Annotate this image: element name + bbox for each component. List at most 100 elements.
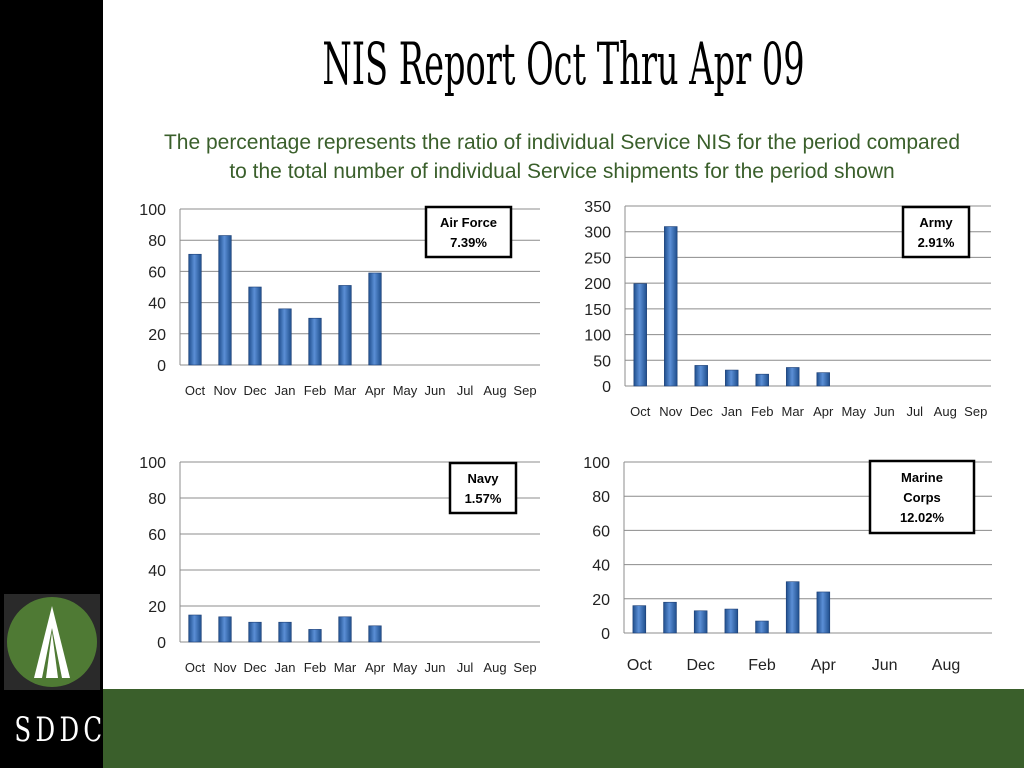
navy-chart: 0 20 40 60 80 100 Oct Nov Dec Jan Feb Mar Apr May Jun J… (139, 455, 540, 675)
bar-feb (755, 620, 769, 634)
x-tick-label: Jun (425, 660, 446, 675)
y-tick-label: 350 (584, 199, 611, 216)
x-tick-label: Jan (275, 660, 296, 675)
x-tick-label: Feb (751, 404, 773, 419)
x-tick-label: Apr (811, 657, 837, 674)
x-tick-label: Apr (813, 404, 834, 419)
y-tick-label: 0 (601, 626, 610, 643)
x-tick-label: Jun (874, 404, 895, 419)
bar-dec (694, 365, 708, 387)
y-tick-label: 60 (148, 264, 166, 281)
bar-oct (188, 253, 202, 366)
y-tick-label: 80 (148, 233, 166, 250)
x-tick-label: Jun (872, 657, 898, 674)
bar-jan (724, 608, 739, 634)
bar-dec (693, 610, 708, 634)
callout-text: Air Force (440, 215, 497, 230)
x-tick-label: May (841, 404, 866, 419)
y-tick-label: 40 (148, 296, 166, 313)
y-tick-label: 0 (157, 358, 166, 375)
bar-oct (188, 614, 202, 643)
callout-text: Corps (903, 490, 941, 505)
callout-box (868, 459, 976, 535)
x-tick-label: Dec (690, 404, 714, 419)
air-force-chart: 0 20 40 60 80 100 Oct Nov Dec Jan Feb Mar Apr May Jun J… (139, 202, 540, 398)
bar-mar (338, 616, 352, 643)
x-tick-label: Oct (185, 660, 206, 675)
x-tick-label: Apr (365, 660, 386, 675)
x-tick-label: May (393, 660, 418, 675)
callout-text: 7.39% (450, 235, 487, 250)
x-tick-label: Aug (934, 404, 957, 419)
x-tick-label: Feb (304, 660, 326, 675)
x-tick-label: Dec (243, 660, 267, 675)
bar-apr (368, 272, 382, 366)
y-tick-label: 60 (148, 527, 166, 544)
y-tick-label: 100 (139, 202, 166, 219)
footer-band (103, 689, 1024, 768)
subtitle-line-1: The percentage represents the ratio of i… (163, 131, 961, 154)
x-tick-label: Sep (964, 404, 987, 419)
x-tick-label: Oct (627, 657, 652, 674)
x-tick-label: Sep (513, 660, 536, 675)
x-tick-label: Jul (457, 383, 474, 398)
callout-text: Army (919, 215, 953, 230)
callout-box (448, 461, 518, 515)
callout-box (424, 205, 513, 259)
y-tick-label: 40 (592, 558, 610, 575)
bar-apr (368, 625, 382, 643)
x-tick-label: Jul (457, 660, 474, 675)
x-tick-label: Aug (483, 383, 506, 398)
callout-text: 12.02% (900, 510, 945, 525)
x-tick-label: Feb (304, 383, 326, 398)
y-tick-label: 50 (593, 353, 611, 370)
y-tick-label: 20 (148, 327, 166, 344)
bar-apr (816, 591, 831, 634)
x-tick-label: Nov (213, 383, 237, 398)
bar-nov (218, 616, 232, 643)
bar-feb (308, 629, 322, 643)
bar-jan (725, 369, 739, 387)
marine-corps-chart: 0 20 40 60 80 100 Oct Dec Feb Apr Jun Aug Marine Corp… (583, 455, 992, 674)
x-tick-label: Mar (334, 383, 357, 398)
page-title: NIS Report Oct Thru Apr 09 (322, 30, 805, 98)
bar-mar (338, 285, 352, 366)
subtitle: The percentage represents the ratio of i… (112, 128, 1012, 186)
y-tick-label: 80 (148, 491, 166, 508)
y-tick-label: 300 (584, 225, 611, 242)
y-tick-label: 60 (592, 523, 610, 540)
bar-dec (248, 286, 262, 366)
y-tick-label: 100 (139, 455, 166, 472)
x-tick-label: Oct (630, 404, 651, 419)
x-tick-label: Aug (483, 660, 506, 675)
callout-text: Navy (467, 471, 499, 486)
bar-feb (755, 373, 769, 387)
bar-mar (786, 367, 800, 387)
y-tick-label: 20 (148, 599, 166, 616)
y-tick-label: 100 (583, 455, 610, 472)
y-tick-label: 150 (584, 302, 611, 319)
callout-box (901, 205, 971, 259)
x-tick-label: Jan (275, 383, 296, 398)
bar-dec (248, 621, 262, 643)
y-tick-label: 200 (584, 276, 611, 293)
x-tick-label: Dec (686, 657, 714, 674)
bar-jan (278, 621, 292, 643)
y-tick-label: 20 (592, 592, 610, 609)
x-tick-label: Dec (243, 383, 267, 398)
callout-text: 2.91% (918, 235, 955, 250)
x-tick-label: Nov (213, 660, 237, 675)
x-tick-label: Mar (782, 404, 805, 419)
bar-oct (632, 605, 647, 634)
y-tick-label: 80 (592, 489, 610, 506)
x-tick-label: Apr (365, 383, 386, 398)
callout-text: 1.57% (465, 491, 502, 506)
sidebar: SDDC (0, 0, 103, 768)
x-tick-label: Jun (425, 383, 446, 398)
sddc-logo (4, 594, 100, 690)
y-tick-label: 40 (148, 563, 166, 580)
subtitle-line-2: to the total number of individual Servic… (229, 160, 895, 183)
x-tick-label: Sep (513, 383, 536, 398)
logo-text: SDDC (14, 710, 107, 750)
